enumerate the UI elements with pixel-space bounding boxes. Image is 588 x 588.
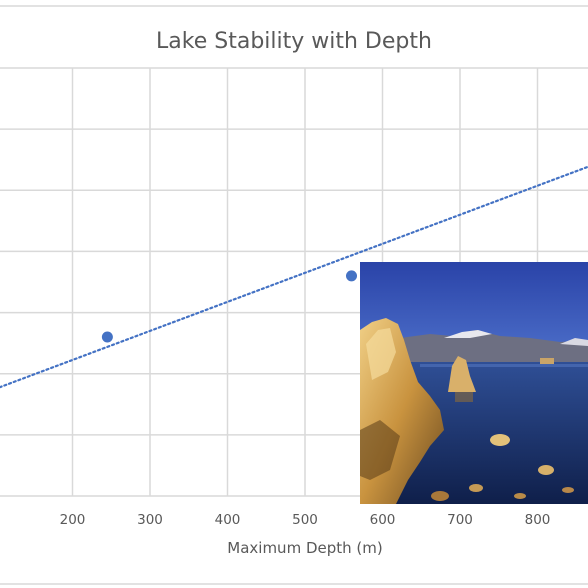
x-tick-label: 500 [292, 512, 318, 528]
data-point [101, 331, 113, 343]
linear-trendline [0, 165, 588, 389]
x-axis-tick-labels: 0200300400500600700800 [60, 512, 551, 528]
lake-with-tufa-towers-photo [360, 262, 588, 504]
x-tick-label: 700 [447, 512, 473, 528]
x-axis-title: Maximum Depth (m) [227, 539, 382, 557]
x-tick-label: 800 [525, 512, 551, 528]
trendline [0, 165, 588, 389]
data-point [346, 270, 357, 282]
data-points [101, 270, 357, 343]
x-tick-label: 600 [370, 512, 396, 528]
x-tick-label: 200 [60, 512, 86, 528]
chart-title: Lake Stability with Depth [156, 29, 432, 54]
x-tick-label: 400 [215, 512, 241, 528]
x-tick-label: 300 [137, 512, 163, 528]
